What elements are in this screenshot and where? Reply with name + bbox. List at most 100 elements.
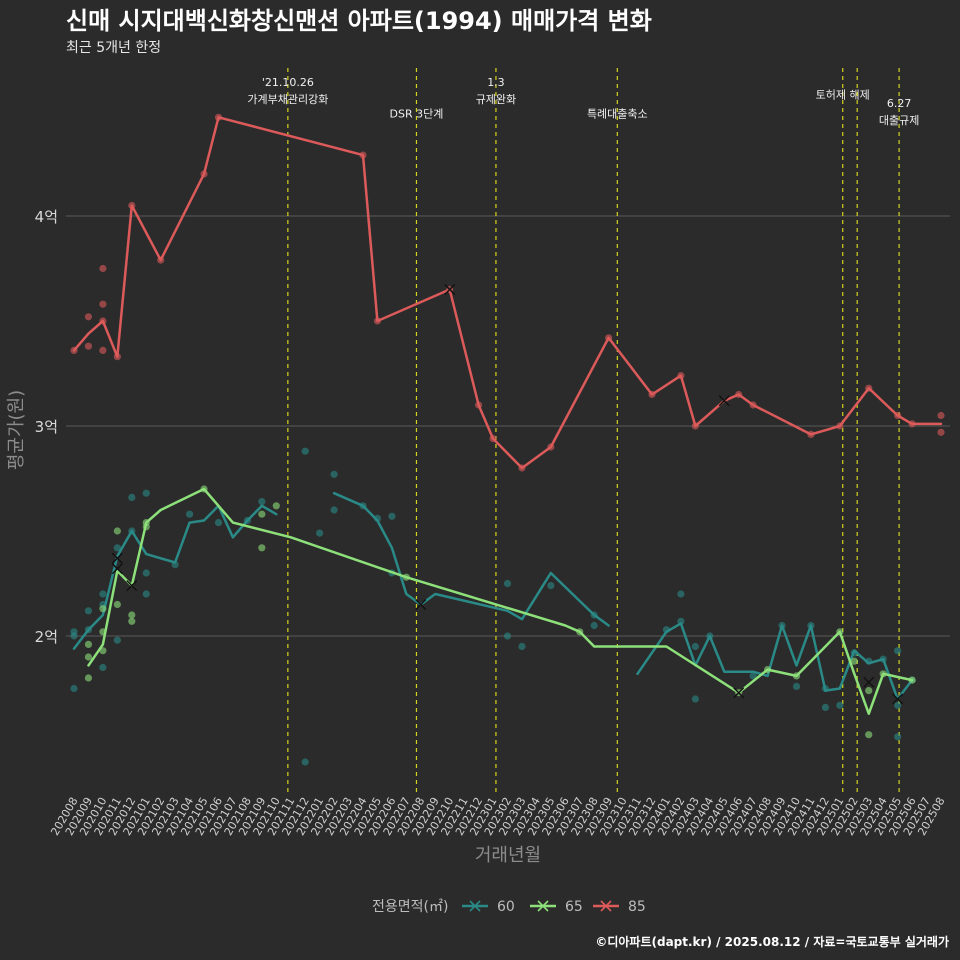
cross-stroke [444, 284, 456, 295]
data-point-60 [142, 569, 150, 577]
data-point-65 [113, 600, 121, 609]
data-point-85 [937, 428, 945, 436]
data-point-60 [691, 642, 699, 651]
data-point-60 [518, 642, 526, 651]
legend-label-85: 85 [628, 899, 646, 915]
cross-marker-85 [444, 284, 456, 295]
data-point-60 [70, 684, 78, 693]
data-point-60 [894, 733, 902, 741]
cross-marker-65 [111, 563, 123, 575]
series-line-65 [87, 487, 914, 715]
data-point-60 [792, 682, 801, 691]
axis-layer: 2억3억4억2020082020092020102020112020122021… [35, 208, 948, 838]
event-label: '21.10.26 [262, 76, 314, 89]
y-axis-title: 평균가(원) [6, 390, 27, 470]
data-point-60 [503, 632, 512, 640]
grid-layer [66, 215, 950, 637]
event-label: 규제완화 [476, 93, 516, 106]
data-point-65 [258, 544, 266, 552]
cross-marker-60 [111, 552, 123, 564]
event-label: 특례대출축소 [587, 107, 648, 120]
data-point-60 [749, 672, 757, 680]
cross-stroke [126, 580, 138, 592]
data-point-85 [84, 342, 93, 350]
cross-stroke [111, 563, 123, 575]
cross-marker-60 [415, 599, 427, 610]
data-point-65 [84, 653, 93, 661]
legend-swatch-cross [537, 900, 549, 912]
data-point-60 [836, 701, 844, 709]
data-point-60 [316, 529, 324, 537]
data-point-60 [214, 519, 223, 527]
cross-stroke [863, 676, 875, 688]
y-tick-label: 3억 [35, 418, 58, 436]
data-point-65 [84, 674, 93, 682]
series-line-85 [72, 116, 943, 470]
cross-stroke [892, 693, 904, 705]
data-point-60 [142, 590, 150, 598]
event-label: 토허제 해제 [816, 87, 870, 101]
event-label: 대출규제 [879, 114, 919, 127]
legend-key-65 [530, 900, 556, 912]
data-point-60 [99, 663, 107, 672]
event-label: 6.27 [887, 97, 912, 110]
data-point-60 [330, 506, 338, 514]
data-point-60 [894, 701, 902, 709]
data-point-60 [186, 510, 194, 518]
series-65 [84, 485, 916, 739]
x-axis-title: 거래년월 [475, 845, 541, 866]
cross-marker-65 [126, 580, 138, 592]
data-point-85 [99, 264, 107, 273]
data-point-60 [70, 628, 78, 636]
data-point-85 [99, 300, 107, 308]
y-tick-label: 2억 [35, 628, 58, 646]
data-point-65 [850, 657, 858, 665]
legend-key-60 [462, 900, 488, 912]
chart-title: 신매 시지대백신화창신맨션 아파트(1994) 매매가격 변화 [66, 7, 652, 35]
data-point-65 [272, 502, 280, 510]
legend-label-65: 65 [565, 899, 583, 915]
chart-subtitle: 최근 5개년 한정 [66, 40, 161, 56]
series-60 [70, 447, 916, 766]
data-point-65 [128, 611, 136, 619]
data-point-60 [590, 621, 598, 630]
data-point-60 [113, 636, 121, 644]
data-point-85 [84, 313, 93, 321]
series-line-60 [72, 491, 914, 701]
legend-swatch-cross [469, 900, 481, 912]
data-point-60 [301, 447, 309, 455]
source-caption: ©디아파트(dapt.kr) / 2025.08.12 / 자료=국토교통부 실… [595, 934, 949, 949]
event-label: 가계부채관리강화 [247, 93, 328, 106]
cross-stroke [718, 395, 730, 407]
cross-marker-65 [733, 687, 745, 699]
cross-stroke [733, 687, 745, 699]
cross-stroke [415, 599, 427, 610]
data-point-60 [388, 512, 396, 520]
data-point-60 [503, 579, 512, 588]
data-point-65 [865, 687, 873, 695]
series-85 [70, 113, 945, 472]
data-point-60 [677, 590, 685, 598]
data-point-60 [84, 607, 93, 615]
legend-swatch-cross [600, 900, 612, 912]
data-point-60 [547, 582, 555, 590]
y-tick-label: 4억 [35, 208, 58, 226]
data-point-60 [330, 470, 338, 478]
data-point-65 [258, 510, 266, 518]
series-layer [70, 113, 945, 766]
legend-title: 전용면적(㎡) [372, 899, 448, 915]
data-point-60 [301, 758, 309, 766]
data-point-65 [128, 617, 136, 625]
event-label: 1.3 [487, 76, 505, 89]
data-point-60 [99, 590, 107, 598]
data-point-85 [99, 346, 107, 354]
cross-marker-65 [863, 676, 875, 688]
data-point-60 [113, 544, 121, 552]
data-point-85 [937, 411, 945, 420]
legend-key-85 [593, 900, 619, 912]
data-point-65 [113, 527, 121, 535]
data-point-60 [258, 498, 266, 506]
cross-marker-85 [718, 395, 730, 407]
